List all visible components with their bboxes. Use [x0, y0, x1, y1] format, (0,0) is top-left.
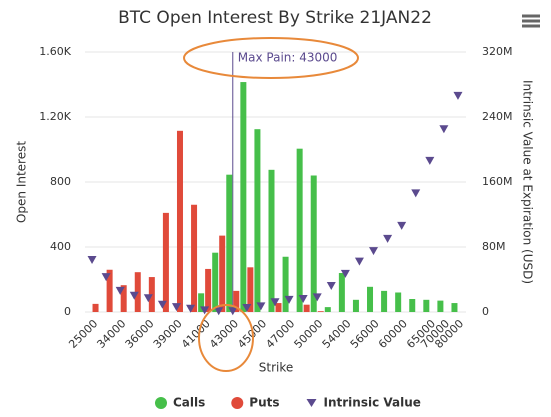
bar: [324, 307, 331, 312]
bar: [268, 169, 275, 312]
x-axis-title: Strike: [259, 361, 294, 375]
marker: [369, 247, 379, 256]
max-pain-label: Max Pain: 43000: [238, 51, 338, 65]
y-tick-label: 800: [50, 175, 71, 188]
y-axis-title: Open Interest: [15, 141, 29, 223]
bar: [451, 303, 458, 312]
bar: [303, 304, 310, 312]
bar: [282, 256, 289, 312]
x-tick-label: 43000: [207, 317, 241, 351]
bar: [409, 299, 416, 312]
marker: [439, 125, 449, 134]
y2-tick-label: 240M: [482, 110, 513, 123]
bar: [310, 175, 317, 312]
marker: [228, 307, 238, 316]
x-tick-label: 41000: [179, 317, 213, 351]
x-tick-label: 54000: [320, 317, 354, 351]
bar: [92, 303, 99, 312]
y-tick-label: 1.20K: [39, 110, 71, 123]
bar: [437, 300, 444, 312]
marker: [214, 307, 224, 316]
marker: [143, 294, 153, 303]
legend-label: Intrinsic Value: [324, 396, 421, 410]
x-tick-label: 34000: [94, 317, 128, 351]
bar: [240, 82, 247, 312]
marker: [101, 273, 111, 282]
legend-label: Puts: [249, 396, 279, 410]
bar: [219, 235, 226, 312]
marker: [383, 234, 393, 243]
marker: [171, 303, 181, 312]
bar: [205, 268, 212, 312]
bar: [352, 299, 359, 312]
marker: [453, 91, 463, 100]
y2-axis-title: Intrinsic Value at Expiration (USD): [521, 80, 535, 284]
bar: [233, 290, 240, 312]
y-tick-label: 1.60K: [39, 45, 71, 58]
bar: [198, 293, 205, 312]
marker: [200, 306, 210, 315]
x-tick-label: 50000: [292, 317, 326, 351]
bar: [254, 129, 261, 312]
bar: [275, 303, 282, 312]
x-tick-label: 47000: [263, 317, 297, 351]
bar: [120, 285, 127, 312]
bar: [395, 292, 402, 312]
menu-button[interactable]: [518, 10, 544, 32]
legend: Calls Puts Intrinsic Value: [155, 396, 421, 410]
x-tick-label: 60000: [376, 317, 410, 351]
y-tick-label: 0: [64, 305, 71, 318]
marker: [411, 189, 421, 198]
x-tick-label: 36000: [123, 317, 157, 351]
marker: [256, 302, 266, 311]
y2-tick-label: 80M: [482, 240, 506, 253]
marker: [354, 257, 364, 266]
bar: [176, 130, 183, 312]
marker: [284, 295, 294, 304]
bar: [317, 311, 324, 312]
marker: [340, 269, 350, 278]
marker: [186, 304, 196, 313]
marker: [298, 295, 308, 303]
marker: [270, 298, 280, 307]
bar: [423, 299, 430, 312]
marker: [326, 282, 336, 290]
y2-tick-label: 320M: [482, 45, 513, 58]
marker: [87, 256, 97, 264]
marker: [397, 221, 407, 230]
marker: [115, 286, 125, 295]
marker: [425, 156, 435, 165]
bar: [226, 174, 233, 312]
marker: [129, 291, 139, 300]
bar: [212, 252, 219, 312]
marker: [312, 293, 322, 302]
marker: [242, 303, 252, 312]
legend-symbol: [155, 397, 167, 409]
y2-tick-label: 0: [482, 305, 489, 318]
x-tick-label: 25000: [66, 317, 100, 351]
x-tick-label: 39000: [151, 317, 185, 351]
chart-title: BTC Open Interest By Strike 21JAN22: [118, 8, 432, 28]
highlight-ellipse: [183, 37, 359, 79]
y-tick-label: 400: [50, 240, 71, 253]
bar: [367, 286, 374, 312]
bar: [162, 212, 169, 312]
bar: [106, 269, 113, 312]
plot-area: 0 400 800 1.20K 1.60K 0 80M 160M 240M 320M 2500034…: [39, 45, 512, 351]
legend-label: Calls: [173, 396, 205, 410]
bar: [381, 290, 388, 312]
legend-symbol: [306, 399, 317, 407]
x-tick-label: 56000: [348, 317, 382, 351]
bar: [191, 204, 198, 312]
bar: [338, 273, 345, 312]
y2-tick-label: 160M: [482, 175, 513, 188]
bar: [247, 267, 254, 312]
legend-symbol: [231, 397, 244, 409]
highlight-ellipse: [198, 304, 254, 372]
bar: [296, 148, 303, 312]
marker: [157, 300, 167, 309]
